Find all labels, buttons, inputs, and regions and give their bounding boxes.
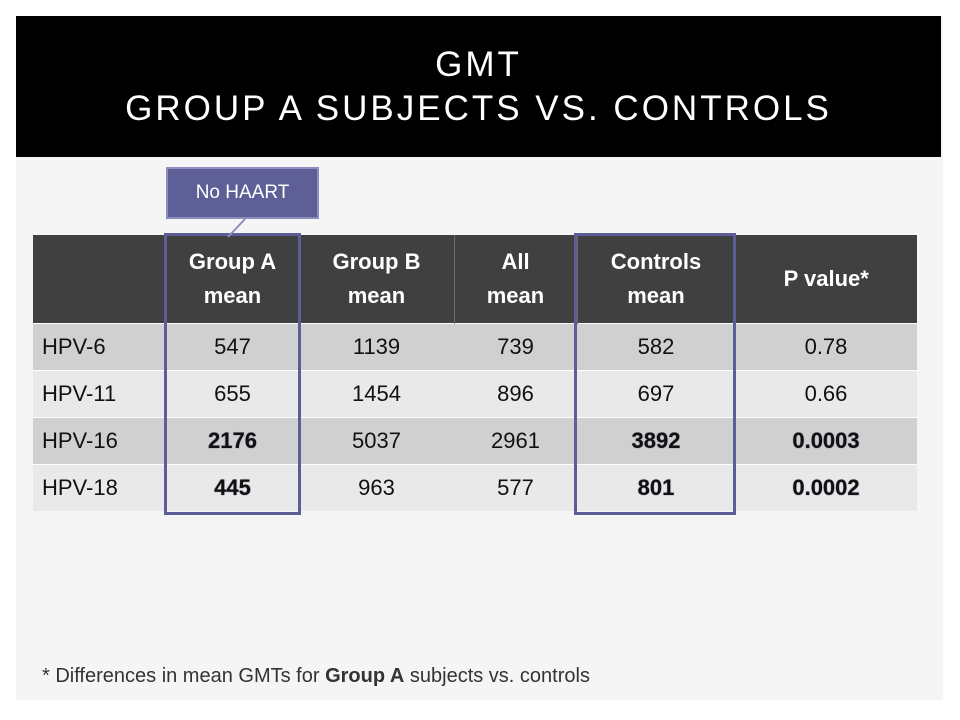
p-value-cell: 0.0002 <box>735 464 917 511</box>
controls-cell: 3892 <box>577 417 735 465</box>
header-label: All mean <box>486 249 545 308</box>
group-b-cell: 1454 <box>299 370 454 418</box>
all-cell: 577 <box>454 464 577 511</box>
footnote-prefix: * Differences in mean GMTs for <box>42 665 326 687</box>
group-a-cell: 547 <box>166 323 299 371</box>
table-header-row: Group A mean Group B mean All mean Contr… <box>33 235 917 324</box>
group-a-cell: 2176 <box>166 417 299 465</box>
row-label: HPV-6 <box>33 323 166 371</box>
header-label: Controls mean <box>610 249 702 308</box>
table-row: HPV-18 445 963 577 801 0.0002 <box>33 464 917 511</box>
header-label: Group B mean <box>332 249 421 308</box>
group-b-cell: 1139 <box>299 323 454 371</box>
header-corner <box>33 235 167 324</box>
table-row: HPV-11 655 1454 896 697 0.66 <box>33 370 917 418</box>
header-group-a-mean: Group A mean <box>166 235 300 324</box>
table-row: HPV-6 547 1139 739 582 0.78 <box>33 323 917 371</box>
header-all-mean: All mean <box>454 235 578 324</box>
slide-title-line-1: GMT <box>435 44 522 84</box>
header-controls-mean: Controls mean <box>577 235 736 324</box>
row-label: HPV-11 <box>33 370 166 418</box>
footnote-emphasis: Group A <box>325 665 405 687</box>
controls-cell: 582 <box>577 323 735 371</box>
row-label: HPV-16 <box>33 417 166 465</box>
footnote: * Differences in mean GMTs for Group A s… <box>42 665 590 688</box>
p-value-cell: 0.78 <box>735 323 917 371</box>
group-b-cell: 5037 <box>299 417 454 465</box>
p-value-cell: 0.0003 <box>735 417 917 465</box>
p-value-cell: 0.66 <box>735 370 917 418</box>
group-b-cell: 963 <box>299 464 454 511</box>
header-label: Group A mean <box>188 249 277 308</box>
row-label: HPV-18 <box>33 464 166 511</box>
all-cell: 739 <box>454 323 577 371</box>
title-bar: GMT Group A subjects vs. controls <box>16 16 941 157</box>
controls-cell: 801 <box>577 464 735 511</box>
table-row: HPV-16 2176 5037 2961 3892 0.0003 <box>33 417 917 465</box>
gmt-table: Group A mean Group B mean All mean Contr… <box>33 235 917 511</box>
slide-title-line-2: Group A subjects vs. controls <box>125 88 832 128</box>
header-p-value: P value* <box>735 235 917 324</box>
all-cell: 2961 <box>454 417 577 465</box>
group-a-cell: 655 <box>166 370 299 418</box>
group-a-cell: 445 <box>166 464 299 511</box>
header-group-b-mean: Group B mean <box>299 235 455 324</box>
all-cell: 896 <box>454 370 577 418</box>
no-haart-callout: No HAART <box>166 167 319 219</box>
footnote-suffix: subjects vs. controls <box>404 665 590 687</box>
controls-cell: 697 <box>577 370 735 418</box>
